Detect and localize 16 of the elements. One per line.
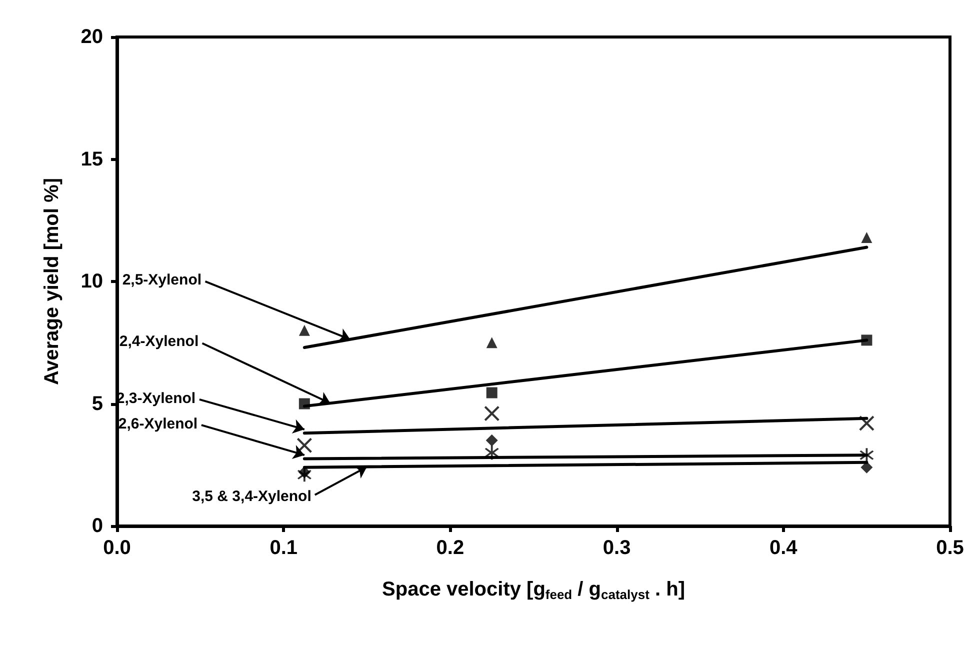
x-tick-label: 0.2 [436, 537, 464, 559]
x-tick-label: 0.3 [602, 537, 631, 559]
y-tick-label: 5 [92, 392, 103, 415]
x-tick-label: 0.0 [103, 537, 131, 559]
annotation: 2,6-Xylenol [118, 415, 198, 432]
annotation: 2,4-Xylenol [119, 333, 199, 350]
y-tick-label: 15 [80, 148, 103, 170]
y-tick-label: 0 [92, 515, 103, 537]
annotation: 3,5 & 3,4-Xylenol [192, 488, 312, 506]
x-tick-label: 0.5 [936, 537, 964, 559]
y-tick-label: 10 [80, 270, 103, 292]
y-axis-title: Average yield [mol %] [41, 178, 63, 386]
x-tick-label: 0.1 [270, 537, 298, 559]
y-tick-label: 20 [80, 26, 103, 48]
x-tick-label: 0.4 [769, 537, 798, 559]
annotation: 2,5-Xylenol [122, 271, 202, 288]
